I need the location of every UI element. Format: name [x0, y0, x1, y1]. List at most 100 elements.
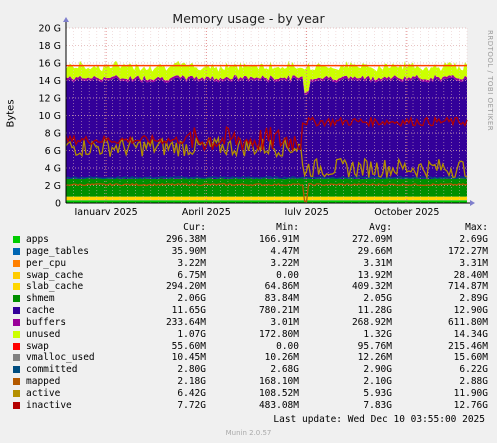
x-tick-label: October 2025 — [374, 207, 439, 215]
legend-cur: 6.42G — [177, 387, 206, 399]
legend-max: 15.60M — [453, 352, 488, 364]
legend-cur: 11.65G — [171, 305, 206, 317]
legend-row-cache: cache 11.65G 780.21M 11.28G 12.90G — [10, 305, 488, 317]
legend-name: swap_cache — [26, 269, 84, 281]
legend-name: shmem — [26, 293, 55, 305]
legend-header-cur: Cur: — [183, 222, 206, 233]
legend-avg: 13.92M — [357, 269, 392, 281]
legend-avg: 2.10G — [363, 376, 392, 388]
legend-name: unused — [26, 328, 61, 340]
x-axis-arrow — [470, 200, 475, 206]
munin-version: Munin 2.0.57 — [225, 429, 272, 437]
y-tick-label: 6 G — [45, 146, 61, 157]
legend-row-swap-cache: swap_cache 6.75M 0.00 13.92M 28.40M — [10, 270, 488, 282]
legend-avg: 29.66M — [357, 245, 392, 257]
legend-avg: 7.83G — [363, 399, 392, 411]
legend-avg: 2.90G — [363, 364, 392, 376]
legend-swatch — [13, 271, 20, 279]
legend-row-buffers: buffers 233.64M 3.01M 268.92M 611.80M — [10, 317, 488, 329]
legend-header: Cur: Min: Avg: Max: — [10, 222, 488, 234]
legend-header-avg: Avg: — [369, 222, 392, 233]
legend-max: 2.69G — [459, 234, 488, 245]
legend-row-unused: unused 1.07G 172.80M 1.32G 14.34G — [10, 329, 488, 341]
legend-min: 780.21M — [258, 305, 299, 317]
legend-avg: 2.05G — [363, 293, 392, 305]
legend-max: 14.34G — [453, 328, 488, 340]
legend-name: mapped — [26, 376, 61, 388]
last-update: Last update: Wed Dec 10 03:55:00 2025 — [273, 414, 485, 425]
y-tick-label: 20 G — [39, 24, 61, 35]
line-committed — [65, 175, 468, 180]
legend-row-active: active 6.42G 108.52M 5.93G 11.90G — [10, 388, 488, 400]
legend-name: per_cpu — [26, 257, 67, 269]
legend-row-slab-cache: slab_cache 294.20M 64.86M 409.32M 714.87M — [10, 281, 488, 293]
y-tick-label: 18 G — [39, 41, 61, 52]
y-axis-arrow — [63, 17, 69, 22]
legend-avg: 11.28G — [357, 305, 392, 317]
legend-max: 2.89G — [459, 293, 488, 305]
legend-cur: 7.72G — [177, 399, 206, 411]
legend-name: apps — [26, 234, 49, 245]
y-tick-label: 8 G — [45, 129, 61, 140]
legend-max: 172.27M — [447, 245, 488, 257]
y-tick-label: 14 G — [39, 76, 61, 87]
legend-name: active — [26, 387, 61, 399]
legend-name: cache — [26, 305, 55, 317]
legend-avg: 3.31M — [363, 257, 392, 269]
legend-swatch — [13, 295, 20, 303]
memory-chart: 0 2 G 4 G 6 G 8 G 10 G 12 G 14 G 16 G 18 G 20 G Jan… — [39, 17, 475, 215]
legend-cur: 3.22M — [177, 257, 206, 269]
y-tick-label: 2 G — [45, 181, 61, 192]
legend-cur: 2.18G — [177, 376, 206, 388]
legend-swatch — [13, 401, 20, 409]
legend-min: 0.00 — [276, 340, 299, 352]
legend-max: 611.80M — [447, 316, 488, 328]
legend-name: committed — [26, 364, 78, 376]
legend-min: 483.08M — [258, 399, 299, 411]
legend-row-committed: committed 2.80G 2.68G 2.90G 6.22G — [10, 364, 488, 376]
legend-max: 11.90G — [453, 387, 488, 399]
x-tick-label: January 2025 — [73, 207, 137, 215]
legend-cur: 55.60M — [171, 340, 206, 352]
legend-row-shmem: shmem 2.06G 83.84M 2.05G 2.89G — [10, 293, 488, 305]
legend-max: 3.31M — [459, 257, 488, 269]
legend-max: 28.40M — [453, 269, 488, 281]
legend-cur: 2.06G — [177, 293, 206, 305]
legend-min: 0.00 — [276, 269, 299, 281]
legend-cur: 296.38M — [165, 234, 206, 245]
legend-max: 12.76G — [453, 399, 488, 411]
legend-max: 6.22G — [459, 364, 488, 376]
legend-min: 10.26M — [264, 352, 299, 364]
legend-cur: 2.80G — [177, 364, 206, 376]
chart-title: Memory usage - by year — [172, 11, 325, 26]
legend-min: 4.47M — [270, 245, 299, 257]
legend-min: 2.68G — [270, 364, 299, 376]
legend-avg: 268.92M — [351, 316, 392, 328]
legend-swatch — [13, 354, 20, 362]
line-inactive — [65, 115, 468, 152]
legend-row-apps: apps 296.38M 166.91M 272.09M 2.69G — [10, 234, 488, 246]
legend-min: 166.91M — [258, 234, 299, 245]
legend-avg: 5.93G — [363, 387, 392, 399]
legend-cur: 233.64M — [165, 316, 206, 328]
legend-name: inactive — [26, 399, 72, 411]
legend-cur: 294.20M — [165, 281, 206, 293]
legend-swatch — [13, 259, 20, 267]
legend-cur: 1.07G — [177, 328, 206, 340]
legend-rows: apps 296.38M 166.91M 272.09M 2.69G page_table… — [10, 234, 488, 412]
legend-max: 12.90G — [453, 305, 488, 317]
legend-row-per-cpu: per_cpu 3.22M 3.22M 3.31M 3.31M — [10, 258, 488, 270]
legend-avg: 95.76M — [357, 340, 392, 352]
legend-swatch — [13, 236, 20, 243]
legend-header-min: Min: — [276, 222, 299, 233]
legend-min: 83.84M — [264, 293, 299, 305]
legend-table: Cur: Min: Avg: Max: apps 296.38M 166.91M 27… — [10, 222, 488, 412]
legend-row-swap: swap 55.60M 0.00 95.76M 215.46M — [10, 341, 488, 353]
legend-swatch — [13, 366, 20, 374]
legend-max: 215.46M — [447, 340, 488, 352]
y-tick-label: 4 G — [45, 164, 61, 175]
legend-cur: 10.45M — [171, 352, 206, 364]
y-tick-label: 0 — [55, 199, 61, 210]
legend-swatch — [13, 247, 20, 255]
legend-max: 714.87M — [447, 281, 488, 293]
